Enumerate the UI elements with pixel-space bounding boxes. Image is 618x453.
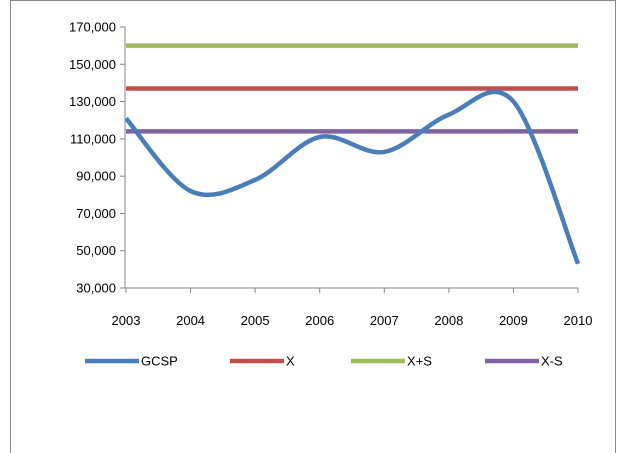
series-line-gcsp (124, 89, 581, 265)
legend-label: X-S (541, 354, 563, 369)
y-tick-label: 130,000 (69, 94, 116, 109)
x-tick-label: 2003 (112, 313, 141, 328)
y-tick-label: 150,000 (69, 57, 116, 72)
series-group (124, 43, 581, 265)
legend: GCSP X X+S X-S (85, 354, 563, 369)
y-tick-label: 30,000 (76, 281, 116, 296)
legend-label: X+S (407, 354, 432, 369)
x-tick-label: 2007 (370, 313, 399, 328)
x-tick-label: 2004 (176, 313, 205, 328)
x-tick-label: 2005 (241, 313, 270, 328)
y-tick-label: 90,000 (76, 169, 116, 184)
y-tick-label: 50,000 (76, 243, 116, 258)
y-tick-label: 170,000 (69, 20, 116, 35)
axes: 30,000 50,000 70,000 90,000 110,000 130,000 15… (69, 20, 592, 329)
chart-frame (10, 0, 616, 453)
x-tick-label: 2008 (434, 313, 463, 328)
x-tick-label: 2009 (499, 313, 528, 328)
y-tick-label: 70,000 (76, 206, 116, 221)
legend-label: X (286, 354, 295, 369)
x-tick-label: 2006 (305, 313, 334, 328)
legend-label: GCSP (141, 354, 178, 369)
x-tick-label: 2010 (564, 313, 593, 328)
y-tick-label: 110,000 (70, 131, 116, 146)
